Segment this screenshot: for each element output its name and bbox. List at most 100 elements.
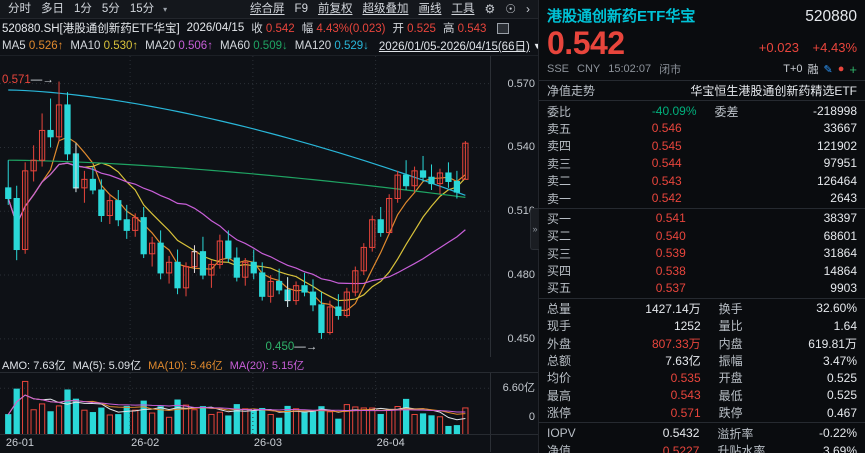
- stat-value-溢折率: -0.22%: [818, 426, 857, 441]
- table-row[interactable]: 买四 0.538 14864: [539, 262, 865, 279]
- table-row[interactable]: 买二 0.540 68601: [539, 227, 865, 244]
- edit-icon[interactable]: ✎: [823, 63, 833, 76]
- divider: [539, 297, 865, 299]
- nav-trend-value: 华宝恒生港股通创新药精选ETF: [690, 84, 857, 99]
- stat-label-内盘: 内盘: [718, 336, 743, 351]
- stat-value-振幅: 3.47%: [822, 353, 857, 368]
- low-annotation-text: 0.450: [265, 340, 295, 353]
- stat-value-IOPV: 0.5432: [662, 426, 700, 441]
- ask-level-label: 卖五: [547, 121, 572, 136]
- settlement-badge: T+0: [783, 63, 803, 75]
- toolbar-item-duori[interactable]: 多日: [41, 3, 64, 15]
- toolbar-period-group: 分时 多日 1分 5分 15分 ▾: [0, 0, 171, 18]
- stat-label-升贴水率: 升贴水率: [717, 444, 766, 453]
- table-row[interactable]: 卖二 0.543 126464: [539, 172, 865, 189]
- chevron-down-icon[interactable]: ▾: [163, 4, 168, 14]
- stat-value-开盘: 0.525: [826, 370, 857, 385]
- ratio-label: 委比: [547, 104, 572, 119]
- bid-book-table[interactable]: 买一 0.541 38397 买二 0.540 68601 买三 0.539 31864 买四 0.…: [539, 210, 865, 297]
- price-chart[interactable]: 0.570 0.540 0.510 0.480 0.450 0.571—→ 0.450—…: [0, 55, 538, 358]
- price-axis-divider: [490, 56, 491, 357]
- vol-ma10-value: 5.46亿: [190, 359, 223, 372]
- add-watchlist-icon[interactable]: +: [849, 61, 857, 77]
- time-tick-label: 26-01: [5, 437, 35, 449]
- ratio-value: -40.09%: [651, 104, 697, 119]
- toolbar-item-forward-adjust[interactable]: 前复权: [317, 3, 353, 15]
- stat-label-换手: 换手: [718, 301, 743, 316]
- ask-price: 0.545: [651, 138, 682, 153]
- gear-icon[interactable]: ⚙: [484, 2, 496, 16]
- ask-level-label: 卖三: [547, 156, 572, 171]
- ma120-dir: ↓: [363, 40, 369, 52]
- meta-actions: T+0 融 ✎ ● +: [783, 61, 857, 77]
- volume-svg: [0, 373, 491, 435]
- bid-level-label: 买四: [547, 264, 572, 279]
- toolbar-item-15min[interactable]: 15分: [129, 3, 155, 15]
- table-row[interactable]: 买五 0.537 9903: [539, 279, 865, 296]
- table-row[interactable]: 卖四 0.545 121902: [539, 137, 865, 154]
- stat-value-最高: 0.543: [670, 388, 701, 403]
- ma-legend-line: MA5 0.526↑ MA10 0.530↑ MA20 0.506↑ MA60 …: [0, 36, 561, 55]
- ma60-dir: ↓: [281, 40, 288, 52]
- vol-ma20-value: 5.15亿: [271, 359, 305, 372]
- table-row: 现手 1252 量比 1.64: [539, 317, 865, 334]
- toolbar-tools-group: 综合屏 F9 前复权 超级叠加 画线 工具 ⚙ ☉ ›: [245, 0, 538, 18]
- ask-book-table[interactable]: 卖五 0.546 33667 卖四 0.545 121902 卖三 0.544 97951 卖二 0…: [539, 120, 865, 207]
- toolbar-item-super-overlay[interactable]: 超级叠加: [362, 3, 409, 15]
- amo-label: AMO:: [2, 359, 31, 372]
- table-row[interactable]: 买三 0.539 31864: [539, 245, 865, 262]
- divider: [539, 80, 865, 81]
- ma10-label: MA10: [70, 40, 101, 52]
- snapshot-icon[interactable]: [497, 22, 510, 34]
- price-change-group: +0.023 +4.43%: [749, 40, 857, 60]
- quote-time: 15:02:07: [608, 63, 652, 75]
- table-row[interactable]: 卖一 0.542 2643: [539, 189, 865, 206]
- toolbar-item-composite-screen[interactable]: 综合屏: [250, 3, 285, 15]
- date-range-selector[interactable]: 2026/01/05-2026/04/15(66日): [378, 41, 530, 53]
- toolbar-item-tools[interactable]: 工具: [451, 3, 475, 15]
- toolbar-item-draw-line[interactable]: 画线: [418, 3, 442, 15]
- help-icon[interactable]: ☉: [505, 2, 516, 16]
- symbol-info-line: 520880.SH[港股通创新药ETF华宝] 2026/04/15 收 0.54…: [0, 19, 538, 37]
- stat-value-内盘: 619.81万: [808, 336, 857, 351]
- toolbar-item-5min[interactable]: 5分: [101, 3, 120, 15]
- stat-label-IOPV: IOPV: [547, 426, 576, 441]
- change-pct-value: 4.43%(0.023): [316, 23, 386, 35]
- ask-level-label: 卖四: [547, 139, 572, 154]
- arrow-right-icon: —→: [30, 73, 54, 86]
- stat-value-现手: 1252: [673, 318, 701, 333]
- stat-value-量比: 1.64: [833, 318, 857, 333]
- nav-trend-row-table: 净值走势 华宝恒生港股通创新药精选ETF: [539, 82, 865, 99]
- vol-ma10-label: MA(10):: [148, 359, 188, 372]
- ma20-value: 0.506: [178, 40, 208, 52]
- bid-price: 0.539: [655, 246, 686, 261]
- table-row[interactable]: 买一 0.541 38397: [539, 210, 865, 227]
- ask-price: 0.542: [651, 191, 682, 206]
- alert-bell-icon[interactable]: ●: [837, 63, 845, 75]
- stat-value-净值: 0.5227: [662, 443, 700, 453]
- symbol-label: 520880.SH[港股通创新药ETF华宝]: [2, 23, 180, 35]
- ma60-label: MA60: [219, 40, 250, 52]
- table-row[interactable]: 卖五 0.546 33667: [539, 120, 865, 137]
- price-tick-label: 0.480: [507, 269, 535, 282]
- nav-trend-label: 净值走势: [547, 84, 596, 99]
- volume-chart[interactable]: 6.60亿 0: [0, 372, 538, 435]
- toolbar-item-fenshi[interactable]: 分时: [8, 3, 31, 15]
- toolbar-item-1min[interactable]: 1分: [74, 3, 92, 15]
- triangle-down-icon[interactable]: ▼: [533, 41, 542, 51]
- bid-qty: 9903: [830, 280, 857, 295]
- chevron-right-icon[interactable]: ›: [526, 2, 530, 16]
- panel-collapse-handle[interactable]: »: [530, 208, 539, 250]
- ask-qty: 126464: [816, 173, 857, 188]
- nav-trend-row[interactable]: 净值走势 华宝恒生港股通创新药精选ETF: [539, 82, 865, 99]
- table-row: 总额 7.63亿 振幅 3.47%: [539, 352, 865, 369]
- bid-price: 0.538: [655, 263, 686, 278]
- stat-label-总额: 总额: [547, 354, 572, 369]
- bid-level-label: 买五: [547, 281, 572, 296]
- ma120-value: 0.529: [334, 40, 364, 52]
- currency-label: CNY: [577, 63, 601, 75]
- table-row[interactable]: 卖三 0.544 97951: [539, 155, 865, 172]
- amo-value: 7.63亿: [33, 359, 66, 372]
- toolbar-item-f9[interactable]: F9: [294, 3, 308, 15]
